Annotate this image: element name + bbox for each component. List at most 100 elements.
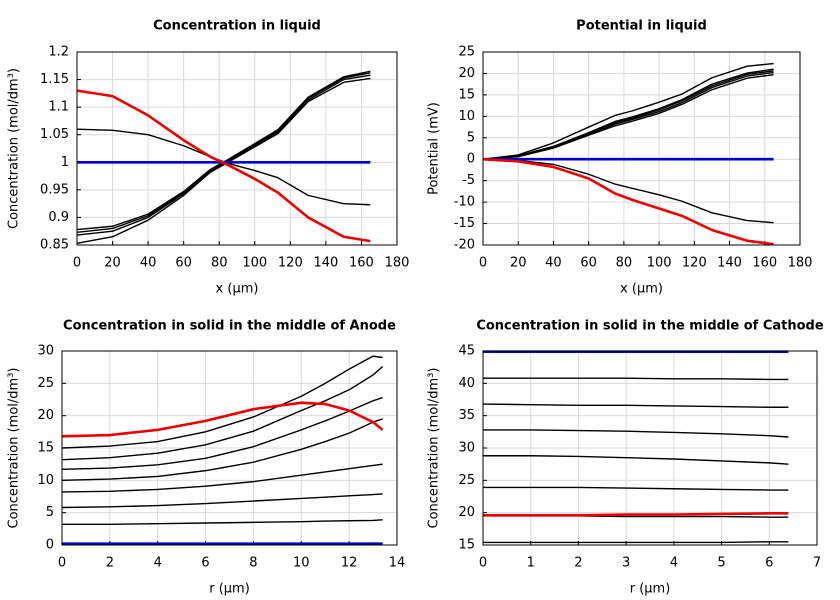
y-tick-label: 1.15: [40, 72, 69, 87]
y-tick-label: 10: [37, 473, 54, 488]
y-tick-label: -20: [454, 238, 475, 253]
x-tick-label: 12: [341, 556, 358, 571]
x-tick-label: 40: [140, 256, 157, 271]
y-tick-label: 30: [458, 441, 475, 456]
plot-frame: [76, 51, 398, 246]
y-tick-label: 40: [458, 376, 475, 391]
y-tick-label: 1: [61, 155, 69, 170]
chart-title: Concentration in solid in the middle of …: [63, 319, 396, 334]
x-tick-label: 8: [249, 556, 257, 571]
data-line: [483, 486, 789, 491]
data-line: [483, 541, 789, 544]
x-tick-label: 20: [104, 256, 121, 271]
x-tick-label: 5: [717, 556, 725, 571]
chart-title: Potential in liquid: [576, 19, 707, 34]
y-tick-label: 15: [37, 441, 54, 456]
y-tick-label: 1.2: [48, 45, 69, 60]
data-line: [483, 429, 789, 438]
data-line: [482, 158, 774, 224]
x-tick-label: 7: [813, 556, 821, 571]
x-tick-label: 0: [479, 256, 487, 271]
y-tick-label: 35: [458, 408, 475, 423]
y-tick-label: 5: [46, 505, 54, 520]
plot-frame: [482, 51, 801, 246]
y-axis-label: Concentration (mol/dm³): [7, 368, 22, 529]
y-tick-label: 1.1: [48, 100, 69, 115]
y-tick-label: -5: [462, 173, 475, 188]
x-tick-label: 100: [647, 256, 672, 271]
x-tick-label: 160: [752, 256, 777, 271]
x-tick-label: 10: [293, 556, 310, 571]
y-tick-label: -15: [454, 216, 475, 231]
y-tick-label: 20: [37, 408, 54, 423]
x-tick-label: 0: [479, 556, 487, 571]
x-tick-label: 60: [580, 256, 597, 271]
data-line: [483, 455, 789, 465]
y-tick-label: 0.95: [40, 182, 69, 197]
x-tick-label: 14: [389, 556, 406, 571]
x-tick-label: 6: [201, 556, 209, 571]
data-line: [76, 89, 371, 243]
y-tick-label: -10: [454, 195, 475, 210]
y-tick-label: 25: [37, 376, 54, 391]
data-line: [482, 62, 774, 160]
y-tick-label: 0: [467, 152, 475, 167]
x-tick-label: 40: [545, 256, 562, 271]
data-line: [61, 493, 383, 509]
x-axis-label: x (µm): [216, 282, 259, 297]
plot-frame: [482, 350, 818, 546]
y-axis-label: Potential (mV): [427, 102, 442, 195]
data-line: [482, 74, 774, 160]
y-tick-label: 10: [458, 109, 475, 124]
y-tick-label: 0: [46, 538, 54, 553]
y-tick-label: 25: [458, 473, 475, 488]
data-line: [61, 365, 384, 461]
x-tick-label: 100: [242, 256, 267, 271]
x-tick-label: 140: [717, 256, 742, 271]
chart-title: Concentration in liquid: [153, 19, 321, 34]
y-tick-label: 15: [458, 538, 475, 553]
y-tick-label: 25: [458, 45, 475, 60]
data-line: [61, 463, 383, 493]
x-tick-label: 20: [510, 256, 527, 271]
x-axis-label: r (µm): [630, 582, 671, 597]
x-tick-label: 80: [211, 256, 228, 271]
x-tick-label: 60: [175, 256, 192, 271]
x-tick-label: 2: [574, 556, 582, 571]
x-tick-label: 180: [788, 256, 813, 271]
y-tick-label: 5: [467, 130, 475, 145]
data-line: [61, 418, 383, 482]
x-tick-label: 2: [106, 556, 114, 571]
x-tick-label: 3: [622, 556, 630, 571]
data-line: [62, 519, 383, 526]
y-tick-label: 30: [37, 344, 54, 359]
x-axis-label: r (µm): [209, 582, 250, 597]
chart-title: Concentration in solid in the middle of …: [476, 319, 824, 334]
x-tick-label: 180: [385, 256, 410, 271]
x-tick-label: 160: [349, 256, 374, 271]
y-tick-label: 20: [458, 505, 475, 520]
y-tick-label: 20: [458, 66, 475, 81]
x-tick-label: 120: [278, 256, 303, 271]
data-line: [483, 512, 789, 517]
x-tick-label: 0: [58, 556, 66, 571]
data-line: [483, 377, 789, 381]
y-tick-label: 1.05: [40, 127, 69, 142]
x-tick-label: 120: [682, 256, 707, 271]
y-tick-label: 15: [458, 87, 475, 102]
x-tick-label: 6: [765, 556, 773, 571]
y-axis-label: Concentration (mol/dm³): [427, 368, 442, 529]
data-line: [76, 70, 371, 231]
x-tick-label: 80: [616, 256, 633, 271]
y-tick-label: 0.9: [48, 210, 69, 225]
x-tick-label: 4: [670, 556, 678, 571]
y-tick-label: 0.85: [40, 238, 69, 253]
y-tick-label: 45: [458, 344, 475, 359]
data-line: [61, 396, 383, 471]
data-line: [482, 403, 789, 408]
x-axis-label: x (µm): [620, 282, 663, 297]
data-line: [61, 401, 384, 438]
plot-frame: [61, 350, 398, 546]
x-tick-label: 4: [154, 556, 162, 571]
